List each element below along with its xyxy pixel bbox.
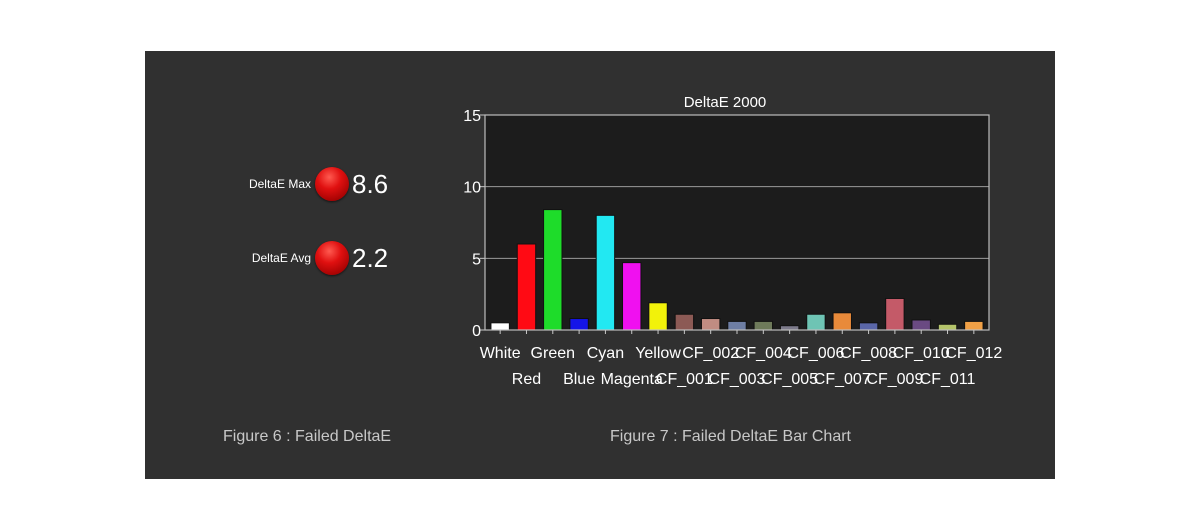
- deltae-max-metric: DeltaE Max 8.6: [223, 167, 388, 201]
- x-axis: White Red Green Blue Cyan Magenta Yellow CF_001…: [480, 330, 1002, 388]
- x-tick-label: Yellow: [635, 345, 681, 362]
- x-tick-label: CF_003: [709, 371, 766, 388]
- x-tick-label: CF_008: [840, 345, 897, 362]
- x-tick-label: CF_011: [920, 371, 976, 388]
- x-tick-label: White: [480, 345, 521, 362]
- deltae-max-value: 8.6: [352, 168, 389, 199]
- x-tick-label: Cyan: [587, 345, 624, 362]
- x-tick-label: CF_001: [656, 371, 713, 388]
- deltae-max-label: DeltaE Max: [248, 177, 311, 191]
- x-tick-label: CF_012: [945, 345, 1002, 362]
- bar: [885, 297, 905, 331]
- y-tick-label: 10: [463, 180, 481, 197]
- bar: [700, 318, 721, 331]
- bar: [516, 243, 537, 331]
- bar: [490, 322, 510, 331]
- y-tick-label: 0: [472, 323, 481, 340]
- bar: [595, 214, 616, 331]
- bar: [806, 313, 826, 331]
- x-tick-label: Magenta: [601, 371, 663, 388]
- x-tick-label: Blue: [563, 371, 595, 388]
- figure-7-caption: Figure 7 : Failed DeltaE Bar Chart: [610, 428, 851, 445]
- bar: [937, 323, 958, 331]
- deltae-avg-value: 2.2: [352, 242, 389, 273]
- y-tick-label: 15: [463, 108, 481, 125]
- deltae-avg-label: DeltaE Avg: [251, 251, 311, 265]
- chart-title: DeltaE 2000: [684, 94, 767, 111]
- y-tick-label: 5: [472, 251, 481, 268]
- red-status-dot-icon: [315, 167, 349, 201]
- bar: [779, 325, 800, 331]
- x-tick-label: CF_009: [866, 371, 923, 388]
- report-panel: DeltaE Max 8.6 DeltaE Avg 2.2 Figure 6 :…: [145, 51, 1055, 479]
- bar: [832, 312, 852, 331]
- bar: [674, 313, 695, 331]
- bar: [569, 318, 589, 331]
- x-tick-label: CF_007: [814, 371, 871, 388]
- bar: [727, 320, 747, 331]
- x-tick-label: Green: [531, 345, 575, 362]
- deltae-avg-metric: DeltaE Avg 2.2: [223, 241, 388, 275]
- bar: [648, 302, 668, 331]
- x-tick-label: CF_010: [893, 345, 950, 362]
- deltae-bar-chart: DeltaE 2000 0 5 10 15 White Red Green Blue Cyan…: [463, 94, 1002, 388]
- plot-area: [485, 115, 989, 330]
- x-tick-label: CF_006: [787, 345, 844, 362]
- bar: [964, 320, 984, 331]
- x-tick-label: CF_004: [735, 345, 792, 362]
- bar: [622, 262, 642, 331]
- x-tick-label: Red: [512, 371, 541, 388]
- figure-6-caption: Figure 6 : Failed DeltaE: [223, 428, 392, 445]
- x-tick-label: CF_002: [682, 345, 739, 362]
- bar: [858, 322, 879, 331]
- x-tick-label: CF_005: [761, 371, 818, 388]
- bar: [911, 319, 931, 331]
- bar: [543, 209, 563, 331]
- red-status-dot-icon: [315, 241, 349, 275]
- bar: [753, 320, 774, 331]
